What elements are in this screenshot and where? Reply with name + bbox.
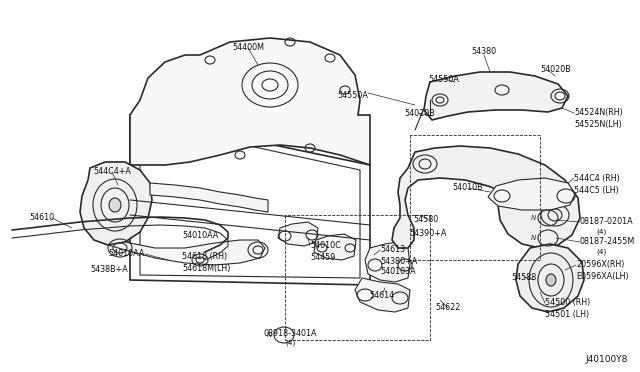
- Text: 54010C: 54010C: [310, 241, 340, 250]
- Text: 54380: 54380: [472, 48, 497, 57]
- Text: 54550A: 54550A: [429, 74, 460, 83]
- Text: 54010B: 54010B: [452, 183, 483, 192]
- Polygon shape: [130, 38, 370, 165]
- Polygon shape: [314, 234, 356, 260]
- Text: 54610: 54610: [29, 214, 54, 222]
- Text: 54618 (RH): 54618 (RH): [182, 251, 227, 260]
- Text: 54390+A: 54390+A: [410, 228, 447, 237]
- Polygon shape: [150, 183, 268, 212]
- Polygon shape: [516, 244, 584, 312]
- Text: N: N: [531, 215, 536, 221]
- Polygon shape: [488, 178, 575, 210]
- Text: 544C4+A: 544C4+A: [93, 167, 131, 176]
- Polygon shape: [355, 278, 410, 312]
- Text: 54588: 54588: [511, 273, 536, 282]
- Text: 54524N(RH): 54524N(RH): [574, 109, 623, 118]
- Text: E0596XA(LH): E0596XA(LH): [576, 272, 628, 280]
- Text: 5438B+A: 5438B+A: [90, 266, 128, 275]
- Text: 54020B: 54020B: [541, 65, 572, 74]
- Text: 54400M: 54400M: [232, 44, 264, 52]
- Text: 54618M(LH): 54618M(LH): [182, 263, 230, 273]
- Text: 08187-2455M: 08187-2455M: [580, 237, 636, 247]
- Text: 54010AA: 54010AA: [182, 231, 218, 241]
- Text: 544C4 (RH): 544C4 (RH): [574, 173, 620, 183]
- Text: (4): (4): [596, 249, 606, 255]
- Text: 544C5 (LH): 544C5 (LH): [574, 186, 619, 195]
- Text: N: N: [267, 332, 272, 338]
- Text: J40100Y8: J40100Y8: [586, 356, 628, 365]
- Text: 54613: 54613: [380, 246, 405, 254]
- Polygon shape: [424, 72, 568, 120]
- Text: 54380+A: 54380+A: [380, 257, 417, 266]
- Polygon shape: [108, 240, 265, 265]
- Text: N: N: [531, 235, 536, 241]
- Ellipse shape: [546, 274, 556, 286]
- Text: 54525N(LH): 54525N(LH): [574, 119, 621, 128]
- Text: 54010AA: 54010AA: [109, 250, 145, 259]
- Polygon shape: [392, 146, 580, 248]
- Polygon shape: [278, 222, 318, 246]
- Text: (4): (4): [596, 229, 606, 235]
- Text: 08187-0201A: 08187-0201A: [580, 218, 634, 227]
- Text: 54500 (RH): 54500 (RH): [545, 298, 590, 308]
- Text: 08918-3401A: 08918-3401A: [263, 328, 317, 337]
- Text: 54459: 54459: [310, 253, 335, 263]
- Ellipse shape: [109, 198, 121, 212]
- Text: 54501 (LH): 54501 (LH): [545, 310, 589, 318]
- Text: 540103A: 540103A: [380, 267, 415, 276]
- Text: (4): (4): [285, 340, 295, 346]
- Polygon shape: [80, 162, 152, 245]
- Polygon shape: [365, 242, 410, 282]
- Text: 54580: 54580: [413, 215, 438, 224]
- Text: 54622: 54622: [435, 304, 461, 312]
- Text: 54020B: 54020B: [404, 109, 435, 118]
- Text: 54614: 54614: [369, 291, 395, 299]
- Text: 20596X(RH): 20596X(RH): [576, 260, 625, 269]
- Text: 54550A: 54550A: [337, 92, 368, 100]
